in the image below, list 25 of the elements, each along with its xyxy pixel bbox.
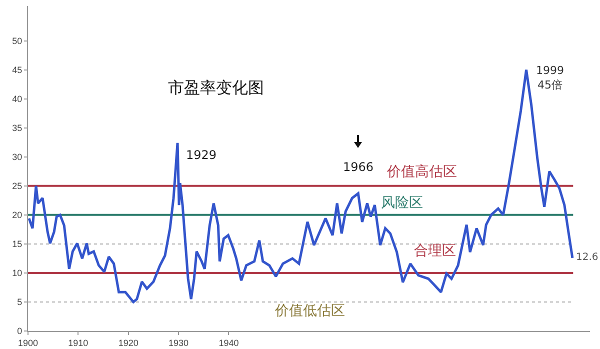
x-tick-label: 1930 bbox=[168, 338, 189, 348]
x-tick-label: 1940 bbox=[218, 338, 239, 348]
ref-line-label: 价值高估区 bbox=[386, 164, 457, 180]
ref-line-label: 风险区 bbox=[381, 195, 423, 211]
x-tick-label: 1920 bbox=[118, 338, 138, 348]
annotation: 1929 bbox=[186, 148, 217, 162]
x-tick-label: 1910 bbox=[68, 338, 88, 348]
text: 市盈率变化图 bbox=[168, 78, 264, 97]
y-tick-label: 30 bbox=[12, 152, 22, 162]
y-tick-label: 25 bbox=[12, 181, 22, 192]
y-tick-label: 0 bbox=[17, 326, 22, 336]
y-tick-label: 10 bbox=[12, 268, 22, 278]
annotation: 1966 bbox=[343, 160, 374, 174]
y-tick-label: 45 bbox=[12, 64, 22, 75]
annotation: 12.6 bbox=[576, 252, 598, 263]
y-tick-label: 35 bbox=[12, 123, 22, 134]
ref-line-label: 价值低估区 bbox=[274, 303, 345, 319]
y-tick-label: 5 bbox=[17, 297, 22, 308]
y-tick-label: 50 bbox=[12, 36, 22, 46]
ref-line-label: 合理区 bbox=[414, 243, 456, 259]
annotation: 1999 45倍 bbox=[536, 64, 564, 92]
y-tick-label: 15 bbox=[12, 239, 22, 250]
y-tick-label: 40 bbox=[12, 94, 22, 104]
y-tick-label: 20 bbox=[12, 210, 22, 220]
x-tick-label: 1900 bbox=[18, 338, 38, 348]
